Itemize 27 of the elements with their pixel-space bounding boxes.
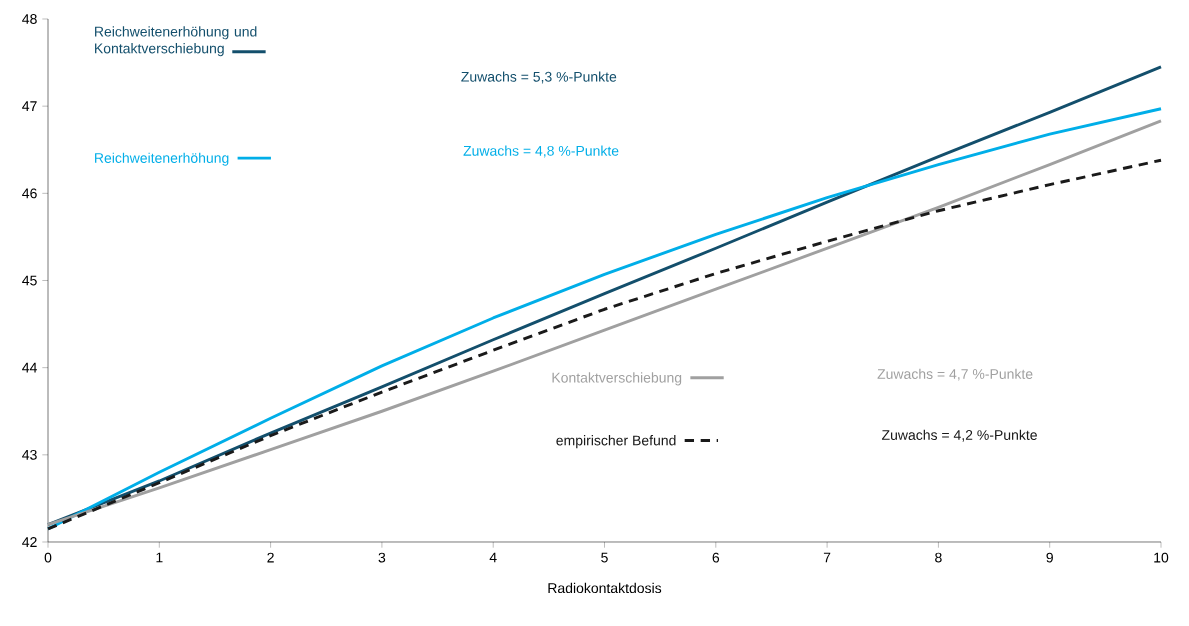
- x-tick-label: 1: [156, 552, 163, 563]
- x-tick-label: 10: [1154, 552, 1169, 563]
- x-tick-label: 5: [601, 552, 608, 563]
- annotation: Zuwachs = 4,2 %-Punkte: [881, 429, 1037, 442]
- annotation: Zuwachs = 4,7 %-Punkte: [877, 368, 1033, 381]
- x-tick-label: 8: [935, 552, 942, 563]
- x-tick-label: 9: [1046, 552, 1053, 563]
- legend-label: Reichweitenerhöhung: [95, 152, 229, 166]
- x-tick-label: 7: [823, 552, 831, 563]
- x-axis-title: Radiokontaktdosis: [548, 582, 662, 594]
- text: Reichweitenerhöhung und Kontaktverschiebung: [95, 26, 257, 57]
- legend-label: empirischer Befund: [556, 435, 676, 449]
- y-tick-label: 48: [22, 14, 37, 24]
- x-tick-label: 6: [712, 552, 720, 563]
- y-tick-label: 46: [22, 188, 37, 199]
- y-tick-label: 47: [22, 101, 37, 111]
- y-tick-label: 43: [22, 449, 37, 460]
- legend-label: Kontaktverschiebung: [552, 372, 682, 386]
- x-tick-label: 3: [378, 552, 386, 563]
- x-tick-label: 0: [44, 552, 52, 563]
- y-tick-label: 44: [22, 362, 37, 373]
- x-tick-label: 4: [489, 552, 497, 563]
- y-tick-label: 45: [22, 275, 37, 286]
- y-tick-label: 42: [22, 537, 37, 547]
- annotation: Zuwachs = 5,3 %-Punkte: [461, 71, 617, 84]
- x-tick-label: 2: [267, 552, 274, 563]
- annotation: Zuwachs = 4,8 %-Punkte: [463, 145, 619, 158]
